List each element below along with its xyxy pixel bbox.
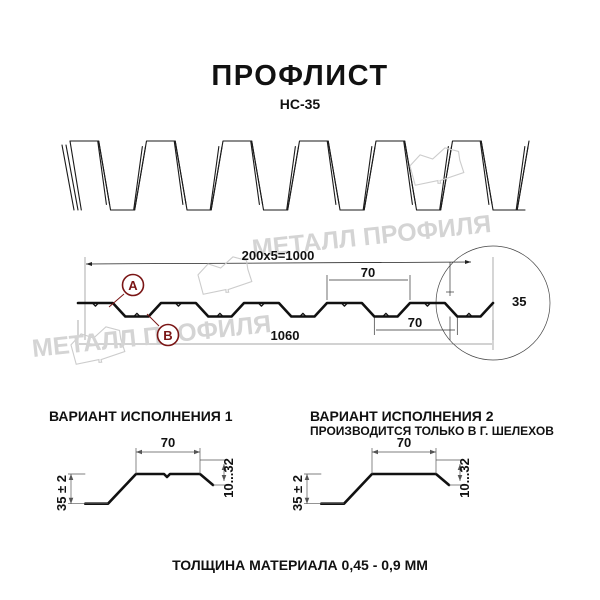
svg-text:10...32: 10...32 bbox=[457, 458, 472, 498]
svg-text:70: 70 bbox=[397, 435, 411, 450]
svg-text:35 ± 2: 35 ± 2 bbox=[54, 475, 69, 511]
svg-text:70: 70 bbox=[161, 435, 175, 450]
svg-text:35 ± 2: 35 ± 2 bbox=[290, 475, 305, 511]
svg-text:10...32: 10...32 bbox=[221, 458, 236, 498]
